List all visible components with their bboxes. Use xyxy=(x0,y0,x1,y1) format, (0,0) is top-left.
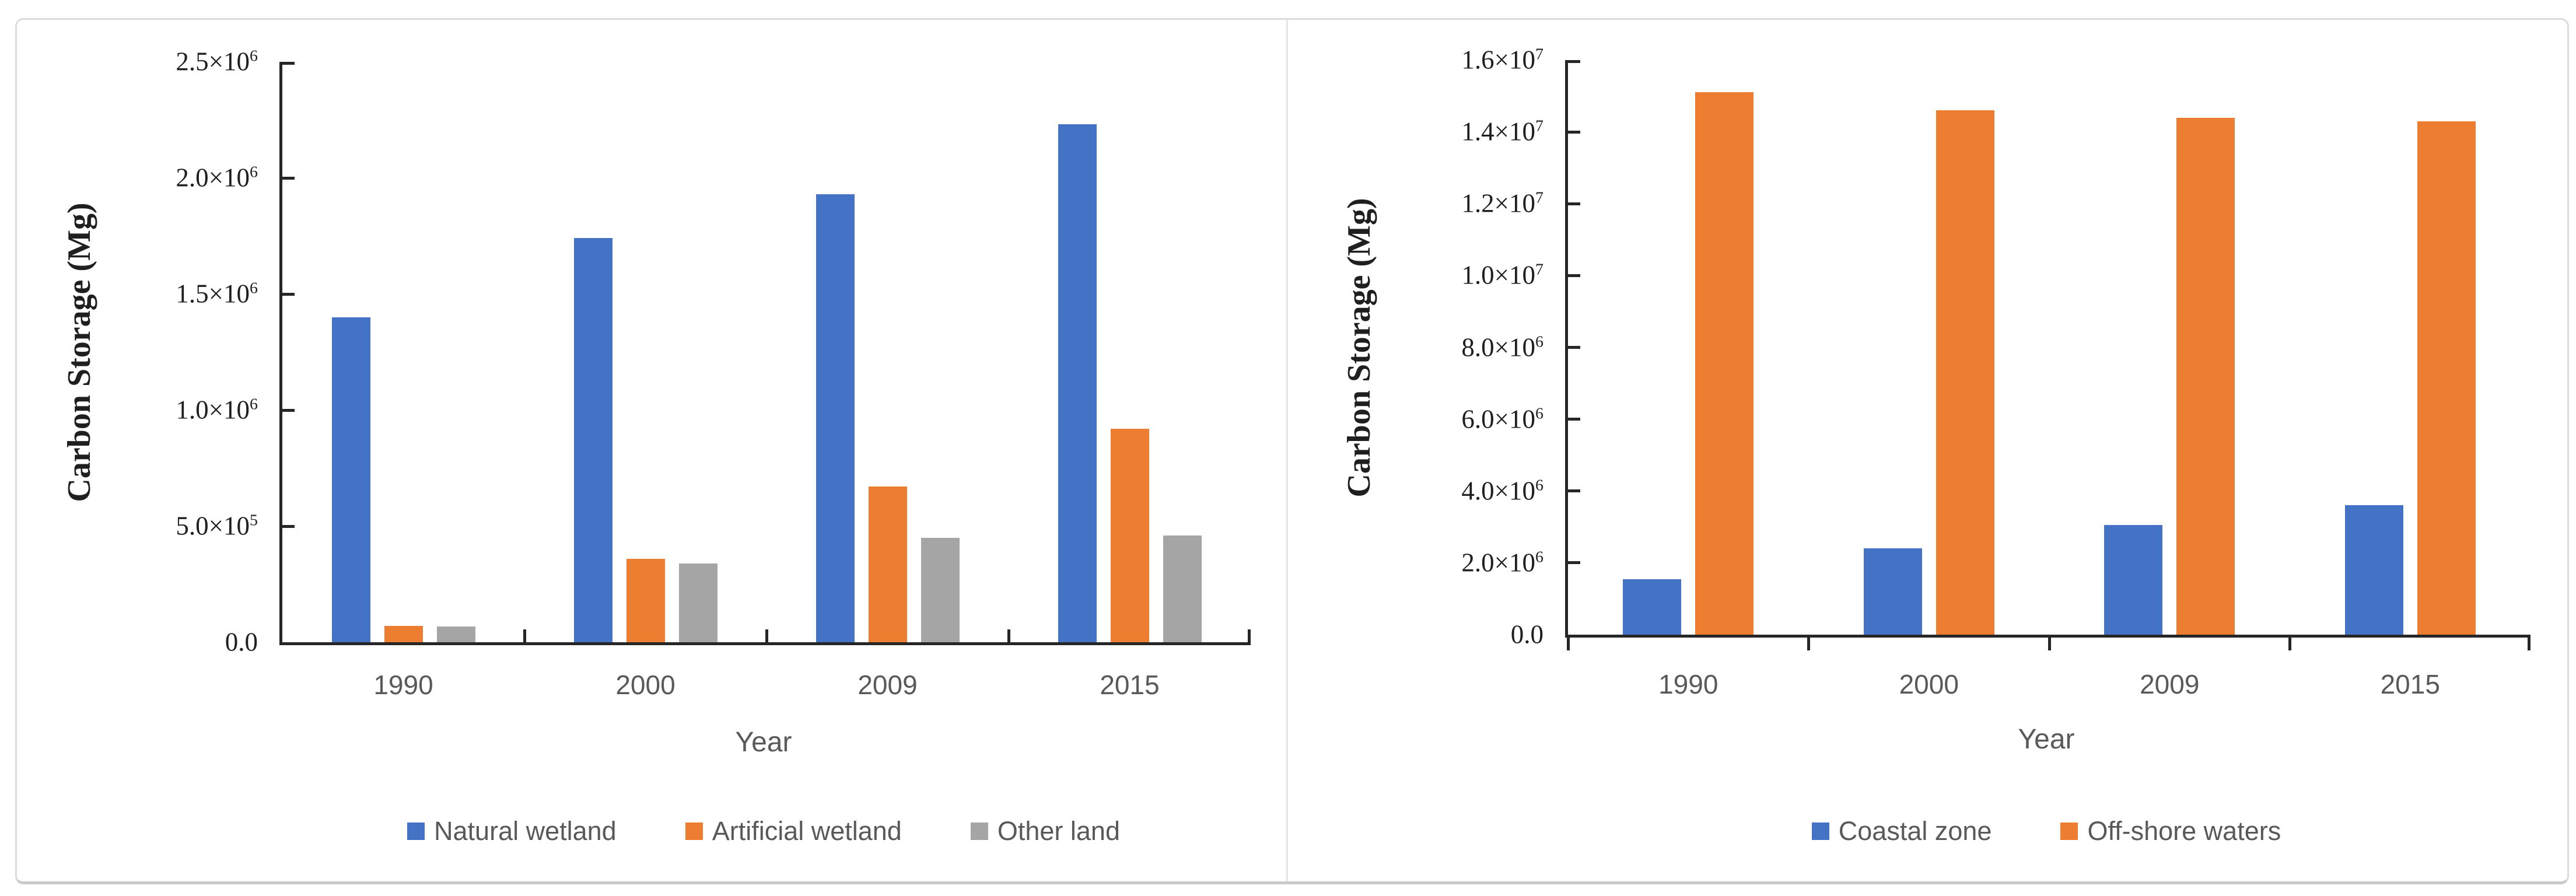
legend-label: Off-shore waters xyxy=(2087,816,2281,846)
bar-artificial-wetland-2009 xyxy=(868,487,907,642)
legend-item-natural-wetland: Natural wetland xyxy=(407,816,617,846)
bar-artificial-wetland-2000 xyxy=(626,558,665,642)
y-axis-tick xyxy=(282,292,295,296)
right-chart-panel: Carbon Storage (Mg) 0.0 2.0×106 4.0×106 6.0… xyxy=(1286,20,2566,881)
x-axis-category-label: 2009 xyxy=(2140,669,2200,699)
y-axis-tick-label: 2.0×106 xyxy=(1461,548,1544,578)
bar-artificial-wetland-1990 xyxy=(384,626,423,642)
x-axis-tick xyxy=(1566,638,1570,650)
y-axis-tick-label: 1.6×107 xyxy=(1461,45,1544,75)
figure-frame: Carbon Storage (Mg) 0.0 5.0×105 1.0×106 1.5… xyxy=(15,18,2569,884)
y-axis-tick xyxy=(1568,202,1580,205)
legend-swatch-icon xyxy=(407,822,425,840)
bar-other-land-2009 xyxy=(921,537,960,642)
x-axis-category-label: 2009 xyxy=(858,670,918,700)
x-axis-tick xyxy=(2528,638,2530,650)
bar-other-land-1990 xyxy=(436,626,475,642)
x-axis-tick xyxy=(1248,629,1251,642)
x-axis-tick xyxy=(523,629,526,642)
y-axis-tick xyxy=(282,176,295,180)
x-axis-tick xyxy=(765,629,768,642)
left-chart-panel: Carbon Storage (Mg) 0.0 5.0×105 1.0×106 1.5… xyxy=(17,20,1286,881)
y-axis-tick xyxy=(1568,130,1580,134)
y-axis-tick xyxy=(1568,418,1580,421)
x-axis-tick xyxy=(2288,638,2291,650)
left-x-axis-title: Year xyxy=(735,727,792,758)
y-axis-tick-label: 1.0×107 xyxy=(1461,260,1544,290)
bar-natural-wetland-1990 xyxy=(331,317,370,642)
bar-off-shore-waters-2009 xyxy=(2176,117,2235,635)
y-axis-tick xyxy=(1568,489,1580,493)
bar-coastal-zone-2000 xyxy=(1863,548,1922,635)
y-axis-tick-label: 6.0×106 xyxy=(1461,404,1544,434)
legend-label: Other land xyxy=(997,816,1120,846)
bar-other-land-2015 xyxy=(1163,535,1202,642)
legend-item-coastal-zone: Coastal zone xyxy=(1811,816,1992,846)
legend-item-other-land: Other land xyxy=(970,816,1120,846)
bar-natural-wetland-2000 xyxy=(573,238,612,642)
right-plot-area: 0.0 2.0×106 4.0×106 6.0×106 8.0×106 1.0×107 1.… xyxy=(1461,46,2530,650)
y-axis-tick-label: 4.0×106 xyxy=(1461,476,1544,506)
right-x-axis-title: Year xyxy=(2018,724,2075,755)
right-y-axis-title: Carbon Storage (Mg) xyxy=(1341,197,1377,498)
bar-other-land-2000 xyxy=(678,563,718,642)
legend-swatch-icon xyxy=(1811,822,1829,840)
y-axis-tick xyxy=(282,408,295,412)
bar-natural-wetland-2009 xyxy=(816,194,855,642)
bar-coastal-zone-2009 xyxy=(2104,525,2163,635)
y-axis-tick-label: 2.0×106 xyxy=(176,163,258,192)
left-legend: Natural wetland Artificial wetland Other l… xyxy=(279,816,1248,846)
legend-swatch-icon xyxy=(2060,822,2078,840)
y-axis-tick-label: 0.0 xyxy=(1510,620,1544,649)
legend-label: Artificial wetland xyxy=(712,816,902,846)
y-axis-tick-label: 8.0×106 xyxy=(1461,332,1544,362)
bar-artificial-wetland-2015 xyxy=(1110,428,1149,642)
y-axis-tick xyxy=(1568,274,1580,277)
bar-coastal-zone-2015 xyxy=(2344,505,2403,635)
bar-off-shore-waters-2000 xyxy=(1936,110,1994,635)
legend-swatch-icon xyxy=(685,822,703,840)
y-axis-tick xyxy=(282,524,295,528)
x-axis-category-label: 1990 xyxy=(373,670,433,700)
bar-off-shore-waters-2015 xyxy=(2417,121,2476,635)
legend-swatch-icon xyxy=(970,822,988,840)
left-plot-area: 0.0 5.0×105 1.0×106 1.5×106 2.0×106 2.5×106 xyxy=(176,48,1251,655)
bar-coastal-zone-1990 xyxy=(1623,579,1682,635)
y-axis-tick-label: 0.0 xyxy=(225,627,258,657)
y-axis-tick xyxy=(1568,60,1580,63)
x-axis-category-label: 2015 xyxy=(2380,669,2440,699)
y-axis-tick xyxy=(1568,561,1580,565)
y-axis-tick-label: 1.5×106 xyxy=(176,279,258,309)
right-legend: Coastal zone Off-shore waters xyxy=(1565,816,2528,846)
x-axis-category-label: 1990 xyxy=(1658,669,1718,699)
y-axis-tick-label: 5.0×105 xyxy=(176,511,258,541)
legend-item-artificial-wetland: Artificial wetland xyxy=(685,816,902,846)
y-axis-tick-label: 1.0×106 xyxy=(176,395,258,425)
y-axis-tick xyxy=(1568,346,1580,349)
y-axis-tick-label: 1.2×107 xyxy=(1461,188,1544,218)
x-axis-tick xyxy=(1807,638,1810,650)
y-axis-tick-label: 1.4×107 xyxy=(1461,117,1544,146)
y-axis-tick xyxy=(282,62,295,65)
x-axis-category-label: 2000 xyxy=(615,670,676,700)
legend-label: Coastal zone xyxy=(1838,816,1992,846)
legend-label: Natural wetland xyxy=(434,816,617,846)
x-axis-tick xyxy=(2048,638,2051,650)
legend-item-off-shore-waters: Off-shore waters xyxy=(2060,816,2281,846)
left-y-axis-title: Carbon Storage (Mg) xyxy=(61,202,97,502)
bar-off-shore-waters-1990 xyxy=(1695,92,1754,635)
y-axis-tick-label: 2.5×106 xyxy=(176,47,258,76)
bar-natural-wetland-2015 xyxy=(1058,124,1097,642)
x-axis-category-label: 2000 xyxy=(1899,669,1959,699)
x-axis-tick xyxy=(1007,629,1010,642)
x-axis-category-label: 2015 xyxy=(1100,670,1160,700)
